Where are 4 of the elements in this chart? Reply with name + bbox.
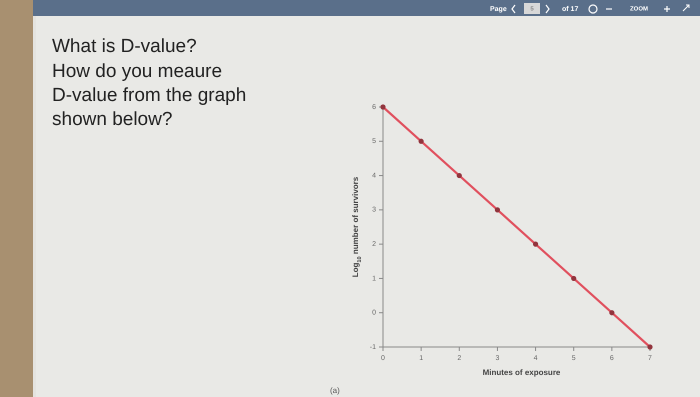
x-axis-title: Minutes of exposure [482,368,561,377]
text: How do you meaure D-value from the graph shown below? [52,61,246,130]
text: What is D-value? [52,36,197,57]
text: (a) [330,386,340,396]
